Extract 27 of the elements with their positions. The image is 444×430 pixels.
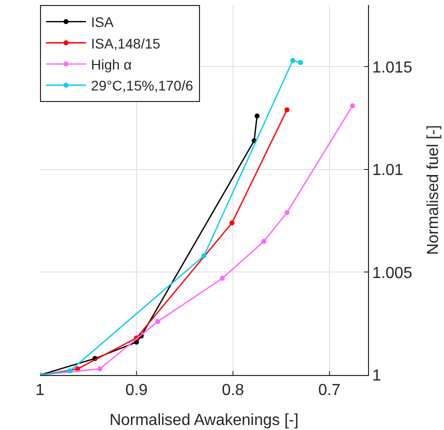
legend-label: High α bbox=[91, 56, 132, 72]
x-tick-label: 1 bbox=[36, 382, 45, 400]
y-tick-label: 1.015 bbox=[372, 59, 412, 76]
point bbox=[155, 319, 160, 324]
x-axis-title: Normalised Awakenings [-] bbox=[109, 412, 299, 429]
point bbox=[97, 366, 102, 372]
point bbox=[284, 107, 290, 112]
x-tick-label: 0.7 bbox=[318, 382, 341, 400]
x-tick-label: 0.8 bbox=[222, 382, 244, 400]
point bbox=[254, 114, 260, 118]
point bbox=[284, 210, 290, 216]
y-tick-label: 1 bbox=[372, 368, 382, 385]
point bbox=[202, 253, 206, 258]
point bbox=[298, 60, 303, 66]
point bbox=[261, 238, 266, 244]
point bbox=[290, 58, 296, 63]
point bbox=[350, 103, 356, 108]
point bbox=[229, 220, 234, 226]
y-tick-label: 1.005 bbox=[372, 264, 412, 282]
legend-label: ISA,148/15 bbox=[91, 35, 160, 52]
y-tick-label: 1.01 bbox=[372, 162, 404, 180]
point bbox=[67, 368, 72, 374]
legend-label: 29°C,15%,170/6 bbox=[91, 78, 194, 94]
x-tick-label: 0.9 bbox=[125, 382, 148, 400]
legend-label: ISA bbox=[91, 14, 114, 30]
y-axis-title: Normalised fuel [-] bbox=[425, 125, 442, 255]
point bbox=[220, 276, 225, 281]
